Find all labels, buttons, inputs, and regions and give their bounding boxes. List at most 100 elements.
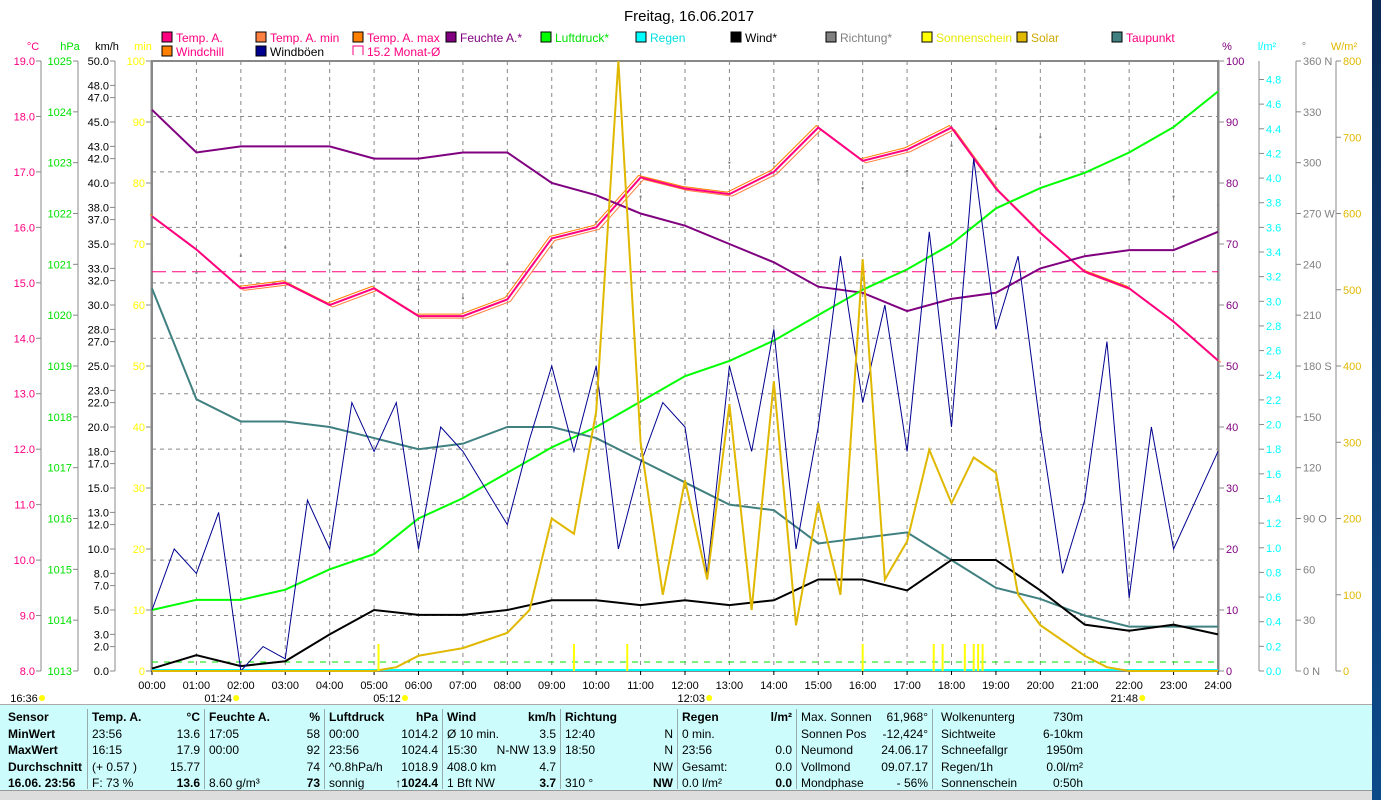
time-label: 11:00 [627, 680, 654, 692]
legend-swatch-icon [1016, 31, 1028, 43]
time-label: 09:00 [538, 680, 566, 692]
axis-tick-label: 1024 [48, 107, 72, 119]
axis-tick-label: 2.0 [1266, 420, 1281, 432]
legend-item: Taupunkt [1126, 31, 1175, 45]
axis-tick-label: 500 [1343, 285, 1361, 297]
axis-tick-label: 1025 [48, 56, 72, 68]
legend-item: Feuchte A.* [460, 31, 522, 45]
axis-tick-label: 22.0 [88, 398, 109, 410]
direction-point [1172, 195, 1175, 198]
cell-label: 0.0 l/m² [682, 776, 723, 790]
info-label: Sonnenschein [941, 776, 1018, 790]
direction-point [684, 178, 686, 181]
info-value: 6-10km [1042, 726, 1083, 741]
axis-tick-label: 18.0 [88, 446, 109, 458]
direction-point [550, 246, 553, 249]
info-value: -12,424° [882, 726, 929, 741]
direction-point [373, 280, 376, 283]
column-header: Richtung [565, 710, 617, 724]
cell-label: 408.0 km [447, 759, 497, 774]
axis-tick-label: 0.8 [1266, 567, 1281, 579]
time-label: 00:00 [138, 680, 166, 692]
axis-tick-label: 150 [1303, 412, 1321, 424]
axis-tick-label: 330 [1303, 107, 1321, 119]
axis-tick-label: 10 [133, 605, 145, 617]
row-label-min: MinWert [8, 726, 56, 741]
axis-tick-label: 43.0 [88, 141, 109, 153]
info-label: Sichtweite [941, 726, 996, 741]
column-unit: hPa [415, 710, 438, 724]
axis-tick-label: 1021 [48, 259, 72, 271]
cell-label: F: 73 % [92, 776, 134, 790]
axis-tick-label: 7.0 [94, 581, 109, 593]
cell-value: 1014.2 [401, 726, 438, 741]
axis-tick-label: 120 [1303, 463, 1321, 475]
cell-label: 15:30 [447, 743, 478, 757]
sensor-column: Sensor MinWert MaxWert Durchschnitt 16.0… [4, 709, 88, 790]
cell-label: 16:15 [92, 743, 123, 757]
axis-tick-label: 90 [1226, 117, 1238, 129]
axis-tick-label: 1023 [48, 158, 72, 170]
legend-swatch-icon [161, 31, 173, 43]
row-label-max: MaxWert [8, 743, 58, 757]
direction-point [906, 170, 909, 173]
axis-tick-label: 0 [139, 666, 145, 678]
axis-tick-label: 70 [1226, 239, 1238, 251]
direction-point [1217, 204, 1219, 207]
axis-unit-label: ° [1302, 41, 1306, 53]
axis-tick-label: 2.6 [1266, 346, 1281, 358]
rain-column: Regen l/m² 0 min. 23:56 0.0 Gesamt: 0.0 0.0 l/m… [678, 709, 797, 790]
axis-tick-label: 1014 [48, 615, 72, 627]
axis-tick-label: 45.0 [88, 117, 109, 129]
sun-moon-time: 16:36 [10, 693, 38, 704]
axis-tick-label: 60 [133, 300, 145, 312]
axis-tick-label: 0 [1226, 666, 1232, 678]
row-label-avg: Durchschnitt [8, 759, 83, 774]
axis-tick-label: 28.0 [88, 324, 109, 336]
axis-tick-label: 600 [1343, 209, 1361, 221]
direction-point [1083, 161, 1086, 164]
axis-tick-label: 4.2 [1266, 148, 1281, 160]
cell-label: ^0.8hPa/h [329, 759, 383, 774]
info-label: Mondphase [801, 776, 864, 790]
direction-point [328, 263, 331, 266]
cell-value: 73 [306, 776, 320, 790]
sensor-header: Sensor [8, 710, 49, 724]
time-label: 05:00 [360, 680, 388, 692]
cell-label: Ø 10 min. [447, 726, 500, 741]
axis-tick-label: 13.0 [88, 507, 109, 519]
axis-unit-label: min [134, 41, 152, 53]
legend-swatch-icon [1111, 31, 1123, 43]
direction-point [1128, 178, 1131, 181]
axis-tick-label: 37.0 [88, 215, 109, 227]
axis-unit-label: km/h [95, 41, 119, 53]
axis-tick-label: 100 [1226, 56, 1244, 68]
axis-tick-label: 3.2 [1266, 272, 1281, 284]
desktop-background [1372, 0, 1381, 800]
info-value: 0:50h [1052, 776, 1083, 790]
direction-point [195, 271, 198, 274]
axis-tick-label: 20 [133, 544, 145, 556]
axis-tick-label: 27.0 [88, 337, 109, 349]
axis-tick-label: 25.0 [88, 361, 109, 373]
cell-label: 18:50 [565, 743, 596, 757]
cell-value: 0.0 [775, 759, 792, 774]
time-label: 17:00 [893, 680, 921, 692]
legend-swatch-icon [730, 31, 742, 43]
cell-value: 4.7 [539, 759, 556, 774]
cell-label: Gesamt: [682, 759, 728, 774]
cell-label: 1 Bft NW [447, 776, 496, 790]
axis-tick-label: 1.2 [1266, 518, 1281, 530]
time-label: 02:00 [227, 680, 255, 692]
legend-swatch-icon [825, 31, 837, 43]
legend-swatch-icon [445, 31, 457, 43]
direction-point [994, 127, 997, 130]
axis-tick-label: 16.0 [14, 222, 35, 234]
time-label: 07:00 [449, 680, 477, 692]
info-value: 09.07.17 [881, 759, 928, 774]
sun-icon [401, 695, 408, 701]
direction-point [417, 288, 420, 291]
time-label: 18:00 [938, 680, 966, 692]
sun-moon-column: Max. Sonnen 61,968° Sonnen Pos -12,424° Neum… [797, 709, 933, 790]
legend-item: Luftdruck* [555, 31, 609, 45]
